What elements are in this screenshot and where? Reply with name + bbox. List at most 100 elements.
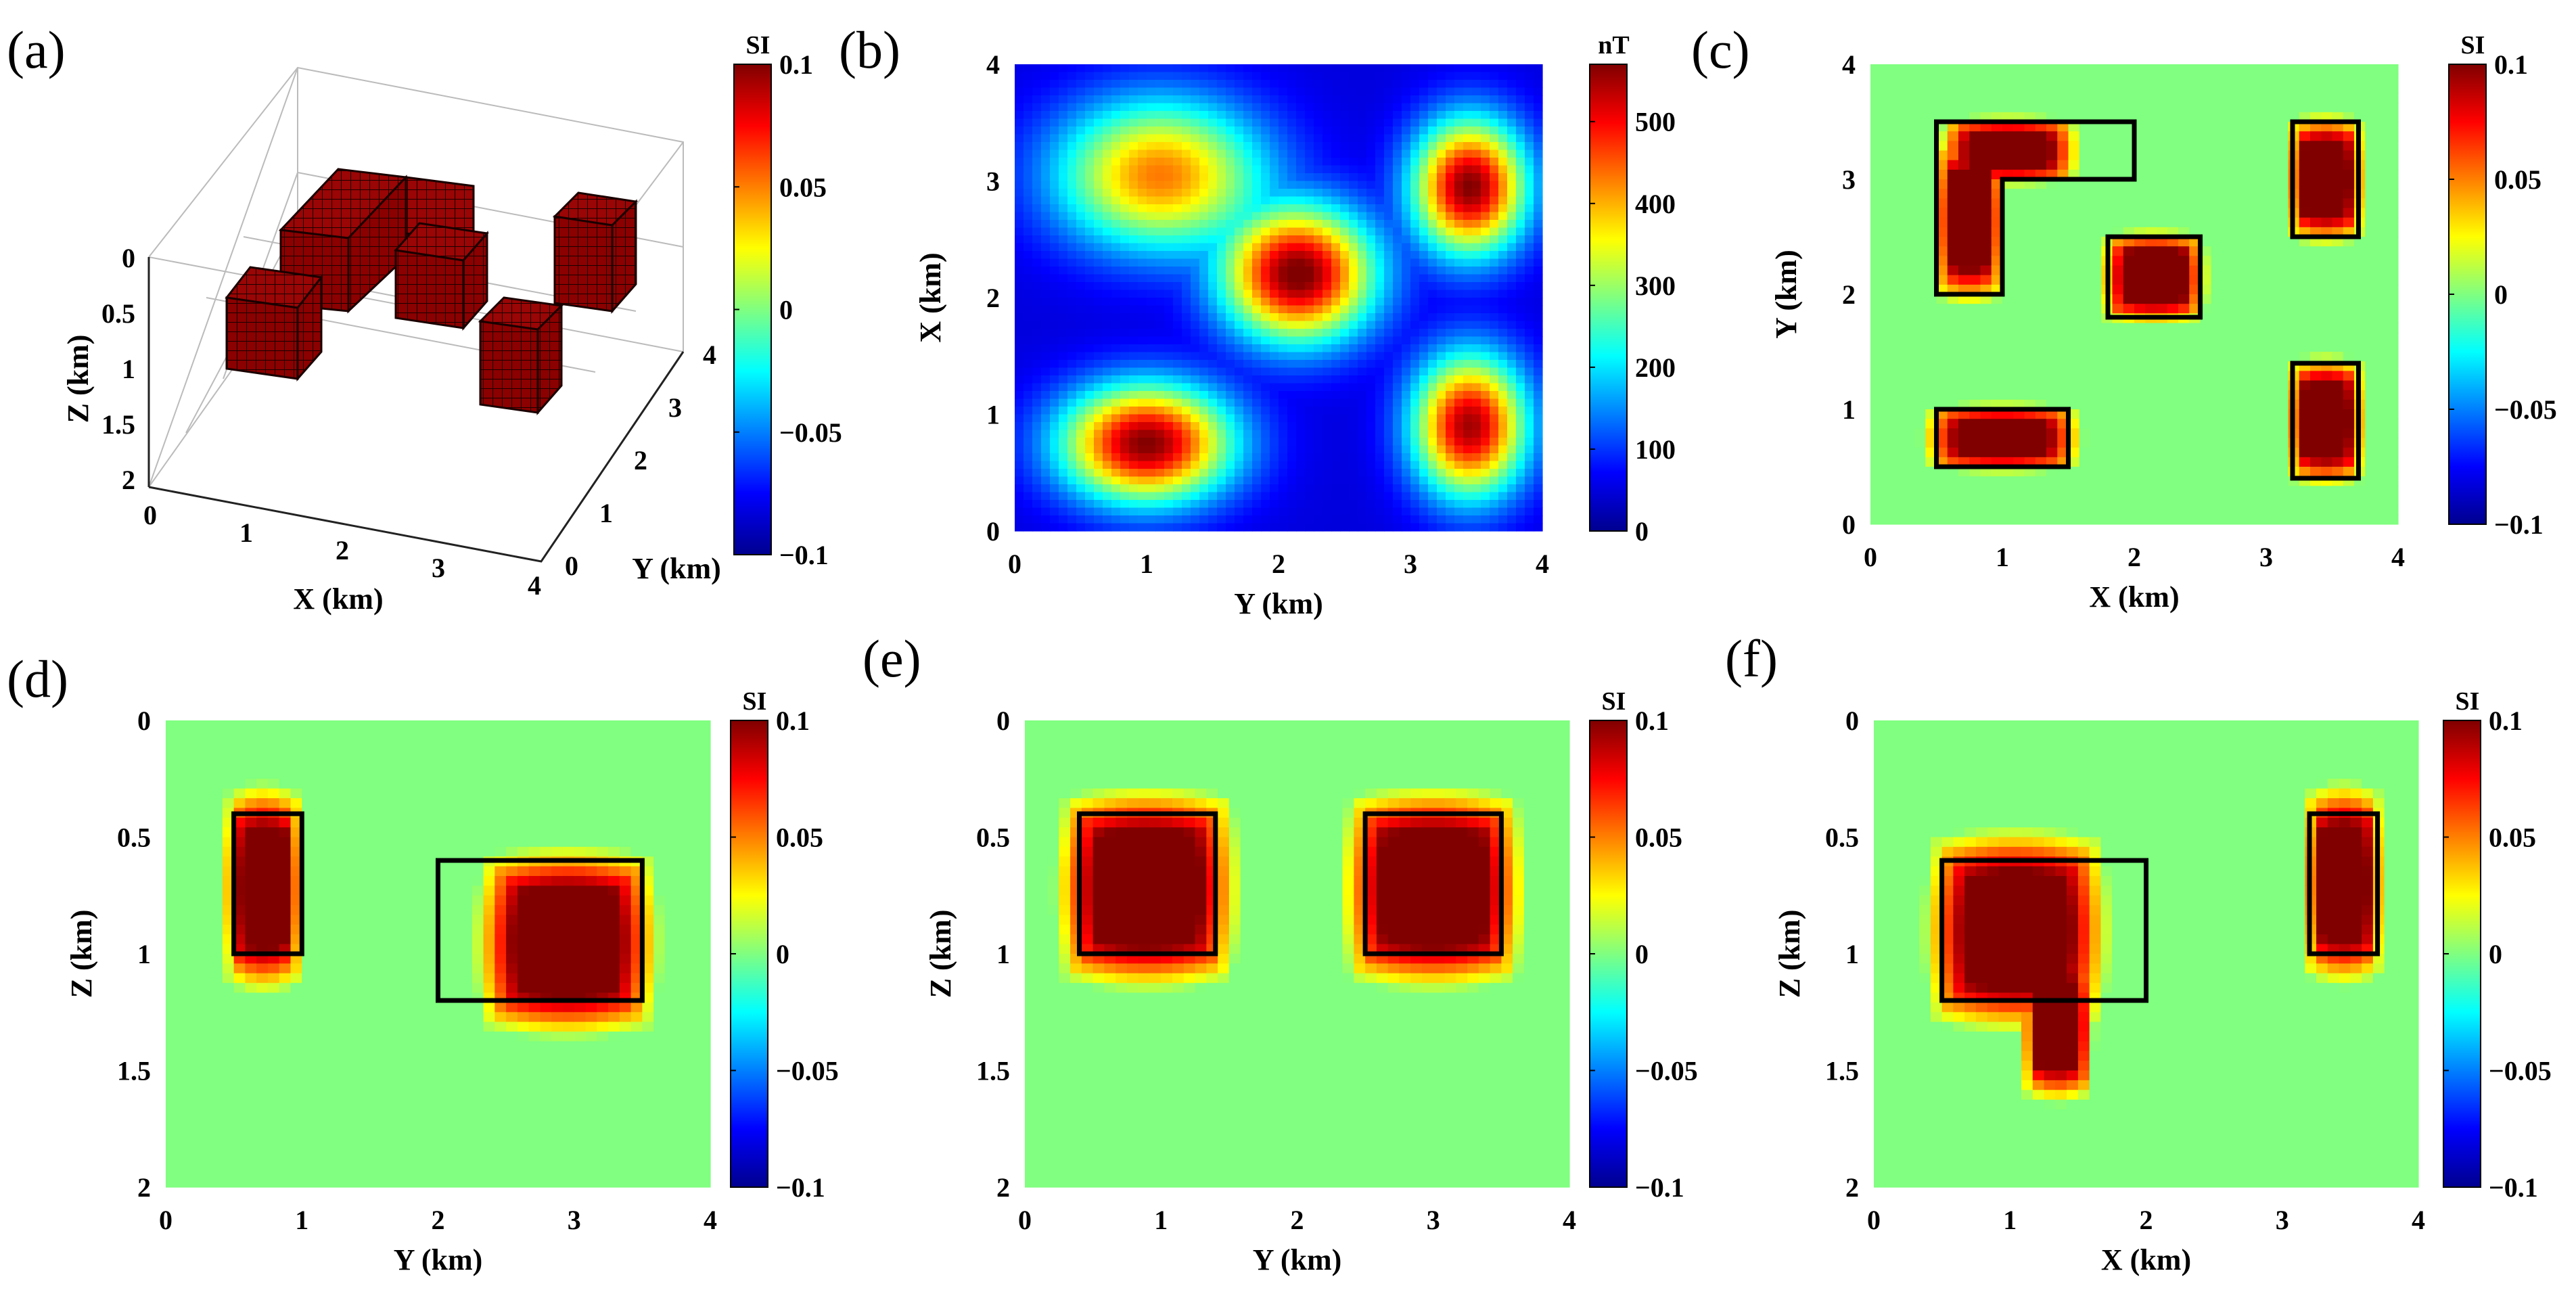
panel-d-colorbar-tick: −0.05 xyxy=(776,1056,839,1086)
panel-f-ytick: 1.5 xyxy=(1825,1056,1859,1086)
panel-e-ytick: 2 xyxy=(996,1172,1010,1203)
panel-c-colorbar-tick: 0 xyxy=(2494,279,2508,310)
panel-f-colorbar-tick: 0.1 xyxy=(2489,706,2523,736)
panel-d-xtick: 2 xyxy=(432,1205,445,1235)
panel-d-colorbar-gradient xyxy=(730,720,768,1188)
panel-a-zlabel: Z (km) xyxy=(62,335,95,423)
panel-e-cells xyxy=(1025,720,1570,1188)
panel-f-colorbar-tick: 0.05 xyxy=(2489,823,2536,853)
panel-a-xtick: 4 xyxy=(528,570,541,601)
panel-b-xtick: 4 xyxy=(1536,549,1549,579)
panel-f-true-outline-2 xyxy=(2307,811,2380,956)
panel-b-colorbar-title: nT xyxy=(1598,31,1629,60)
panel-d-ytick: 1.5 xyxy=(117,1056,151,1086)
panel-e-xtick: 3 xyxy=(1427,1205,1440,1235)
panel-f-colorbar-tick: −0.1 xyxy=(2489,1172,2538,1203)
panel-e-ytick: 0.5 xyxy=(976,823,1010,853)
panel-c-ytick: 0 xyxy=(1842,509,1856,540)
panel-e-label: (e) xyxy=(862,629,921,688)
panel-c-colorbar: −0.1 −0.05 0 0.05 0.1 SI xyxy=(2448,31,2557,540)
panel-b-colorbar-tick: 500 xyxy=(1635,107,1676,137)
panel-d-true-outline-2 xyxy=(436,858,645,1003)
panel-b-xtick: 3 xyxy=(1404,549,1417,579)
panel-e-colorbar-tick: 0.05 xyxy=(1635,823,1682,853)
panel-f: 0 1 2 3 4 0 0.5 1 1.5 2 X (km) Z (km) (f) xyxy=(1725,629,2425,1276)
panel-e-colorbar-tick: 0 xyxy=(1635,939,1649,969)
panel-a-blocks xyxy=(225,168,639,415)
panel-d-ytick: 1 xyxy=(137,939,151,969)
panel-a-colorbar-tick: −0.1 xyxy=(779,540,829,570)
panel-a-colorbar-tick: 0.05 xyxy=(779,172,827,202)
panel-b-colorbar-gradient xyxy=(1589,64,1628,532)
panel-e-xtick: 0 xyxy=(1018,1205,1032,1235)
panel-a-ztick: 0.5 xyxy=(101,298,135,329)
panel-b-colorbar-tick: 400 xyxy=(1635,189,1676,219)
panel-d-xtick: 4 xyxy=(704,1205,717,1235)
panel-c-ylabel: Y (km) xyxy=(1770,250,1803,339)
panel-a-colorbar-tick: −0.05 xyxy=(779,417,842,448)
panel-f-ylabel: Z (km) xyxy=(1773,910,1806,998)
panel-e-xtick: 2 xyxy=(1291,1205,1304,1235)
panel-f-label: (f) xyxy=(1725,629,1778,688)
panel-a-colorbar-tick: 0.1 xyxy=(779,49,813,80)
panel-d-colorbar: −0.1 −0.05 0 0.05 0.1 SI xyxy=(730,687,839,1203)
panel-a-xtick: 3 xyxy=(432,553,445,583)
panel-a-ztick: 2 xyxy=(122,465,135,495)
panel-f-xlabel: X (km) xyxy=(2101,1243,2191,1276)
panel-e-colorbar-title: SI xyxy=(1602,687,1626,716)
panel-a-ztick: 1 xyxy=(122,354,135,384)
panel-c-xtick: 2 xyxy=(2128,542,2141,572)
panel-f-true-outline-1 xyxy=(1939,858,2148,1003)
panel-e-true-outline-2 xyxy=(1362,811,1504,956)
panel-e-xlabel: Y (km) xyxy=(1253,1243,1342,1276)
panel-f-xtick: 4 xyxy=(2412,1205,2425,1235)
panel-d-ytick: 2 xyxy=(137,1172,151,1203)
panel-e-ytick: 1 xyxy=(996,939,1010,969)
panel-c-xtick: 4 xyxy=(2391,542,2405,572)
panel-b-ytick: 0 xyxy=(986,516,1000,547)
panel-f-colorbar-tick: 0 xyxy=(2489,939,2502,969)
panel-e-colorbar-gradient xyxy=(1589,720,1628,1188)
panel-b-ytick: 2 xyxy=(986,283,1000,313)
panel-a-axes xyxy=(147,257,685,563)
panel-a-ytick: 4 xyxy=(703,340,716,370)
panel-f-colorbar-gradient xyxy=(2443,720,2481,1188)
panel-c-colorbar-title: SI xyxy=(2461,31,2485,60)
panel-a-ytick: 3 xyxy=(668,392,682,423)
panel-a-ytick: 1 xyxy=(599,498,613,528)
panel-e-colorbar-tick: −0.05 xyxy=(1635,1056,1698,1086)
panel-b-colorbar-tick: 300 xyxy=(1635,271,1676,301)
panel-c-xtick: 1 xyxy=(1996,542,2009,572)
panel-e-xtick: 1 xyxy=(1154,1205,1168,1235)
panel-a-colorbar-tick: 0 xyxy=(779,295,793,325)
panel-c-colorbar-tick: −0.05 xyxy=(2494,394,2557,425)
panel-e-colorbar-tick: −0.1 xyxy=(1635,1172,1684,1203)
panel-f-xtick: 3 xyxy=(2276,1205,2289,1235)
panel-e-ylabel: Z (km) xyxy=(924,910,957,998)
panel-b-ytick: 4 xyxy=(986,49,1000,80)
panel-d-xtick: 0 xyxy=(159,1205,172,1235)
panel-c-colorbar-tick: 0.1 xyxy=(2494,49,2528,80)
panel-c-xlabel: X (km) xyxy=(2089,580,2179,614)
panel-d-colorbar-tick: 0.05 xyxy=(776,823,823,853)
panel-e: 0 1 2 3 4 0 0.5 1 1.5 2 Y (km) Z (km) (e) xyxy=(862,629,1576,1276)
panel-d-colorbar-tick: 0 xyxy=(776,939,789,969)
panel-e-xtick: 4 xyxy=(1563,1205,1576,1235)
panel-b-xlabel: Y (km) xyxy=(1234,587,1323,620)
panel-d-label: (d) xyxy=(7,649,68,708)
panel-a: (a) xyxy=(7,20,721,616)
panel-c-true-outline-5 xyxy=(2290,361,2361,481)
panel-a-xtick: 0 xyxy=(143,500,157,530)
panel-c-colorbar-gradient xyxy=(2448,64,2487,525)
panel-b: 0 1 2 3 4 0 1 2 3 4 Y (km) X (km) (b) xyxy=(839,20,1549,620)
panel-c-colorbar-tick: −0.1 xyxy=(2494,509,2544,540)
panel-a-ztick: 1.5 xyxy=(101,409,135,440)
panel-a-xtick: 2 xyxy=(336,535,349,566)
panel-d-xtick: 3 xyxy=(568,1205,581,1235)
panel-c-true-outline-3 xyxy=(2290,119,2361,239)
panel-d-colorbar-tick: −0.1 xyxy=(776,1172,825,1203)
panel-a-label: (a) xyxy=(7,20,66,79)
panel-c-true-outline-1 xyxy=(1934,119,2137,297)
